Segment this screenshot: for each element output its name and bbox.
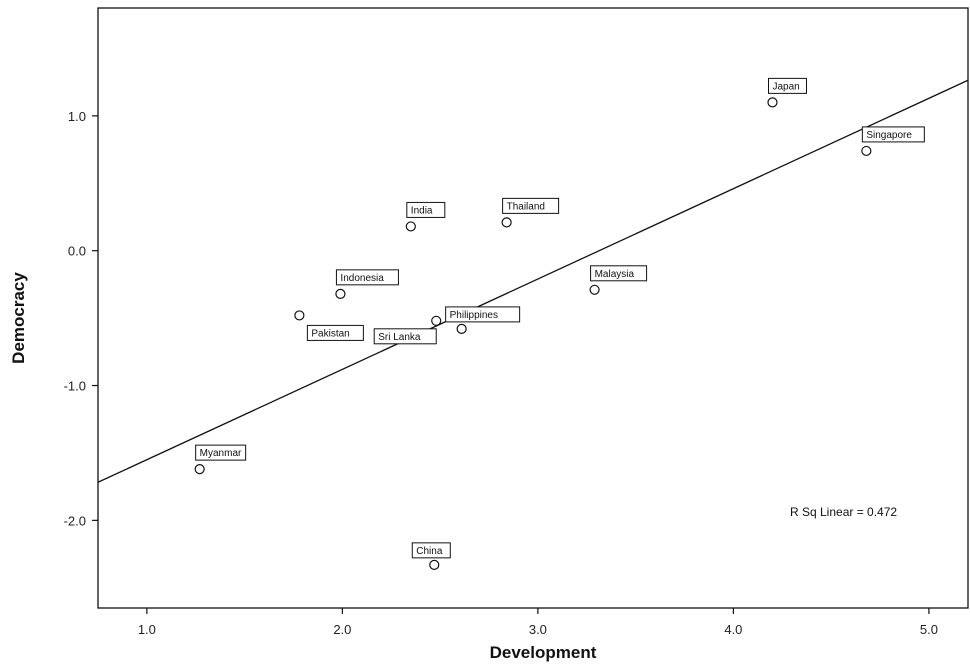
point-label: Thailand: [507, 201, 545, 212]
point-label: Japan: [772, 81, 799, 92]
data-point: Japan: [767, 77, 807, 108]
r-squared-annotation: R Sq Linear = 0.472: [790, 505, 897, 519]
point-label-box: [406, 201, 446, 218]
point-label-box: [445, 306, 521, 323]
point-label-box: [767, 77, 807, 94]
data-point: Philippines: [445, 306, 521, 334]
x-tick-label: 5.0: [920, 622, 938, 637]
data-point: India: [405, 201, 446, 232]
x-tick-label: 1.0: [138, 622, 156, 637]
point-label-box: [335, 269, 399, 286]
point-label-box: [590, 265, 648, 282]
x-axis-title: Development: [490, 643, 597, 662]
y-tick-label: -2.0: [64, 513, 86, 528]
y-axis-title: Democracy: [9, 272, 28, 364]
point-label-box: [411, 542, 451, 559]
x-tick-label: 3.0: [529, 622, 547, 637]
data-point: Indonesia: [335, 269, 399, 299]
point-label: Myanmar: [200, 448, 242, 459]
y-axis: 1.0 0.0 -1.0 -2.0: [64, 109, 98, 528]
regression-line: [97, 79, 969, 483]
y-tick-label: 1.0: [68, 109, 86, 124]
point-marker: [429, 559, 440, 570]
point-marker: [861, 145, 872, 157]
point-label-box: [373, 328, 437, 345]
y-tick-label: 0.0: [68, 244, 86, 259]
point-label: Pakistan: [311, 328, 349, 339]
point-marker: [335, 288, 346, 299]
point-marker: [405, 221, 416, 232]
point-label-box: [502, 197, 560, 214]
data-points: Japan Singapore India Thailand Indonesia Mala…: [194, 77, 925, 570]
data-point: China: [411, 542, 451, 570]
point-label: Sri Lanka: [378, 332, 421, 343]
data-point: Myanmar: [194, 444, 247, 475]
y-tick-label: -1.0: [64, 379, 86, 394]
point-marker: [456, 323, 467, 334]
data-point: Thailand: [501, 197, 560, 228]
x-axis: 1.0 2.0 3.0 4.0 5.0: [138, 608, 938, 637]
point-label: Singapore: [866, 130, 912, 141]
point-label-box: [861, 126, 925, 143]
plot-frame: [97, 7, 969, 609]
point-marker: [501, 217, 512, 228]
point-label: Philippines: [450, 310, 498, 321]
x-tick-label: 4.0: [724, 622, 742, 637]
data-point: Sri Lanka: [373, 315, 442, 345]
point-label: China: [416, 546, 443, 557]
point-label: Indonesia: [340, 273, 384, 284]
x-tick-label: 2.0: [333, 622, 351, 637]
point-label-box: [195, 444, 247, 461]
point-marker: [767, 97, 778, 108]
point-marker: [589, 284, 600, 295]
point-label-box: [306, 324, 364, 341]
point-marker: [431, 315, 442, 326]
point-label: India: [411, 205, 433, 216]
point-label: Malaysia: [595, 269, 635, 280]
point-marker: [194, 464, 205, 475]
data-point: Malaysia: [589, 265, 648, 295]
point-marker: [294, 310, 305, 321]
data-point: Singapore: [861, 126, 925, 157]
data-point: Pakistan: [294, 310, 364, 341]
